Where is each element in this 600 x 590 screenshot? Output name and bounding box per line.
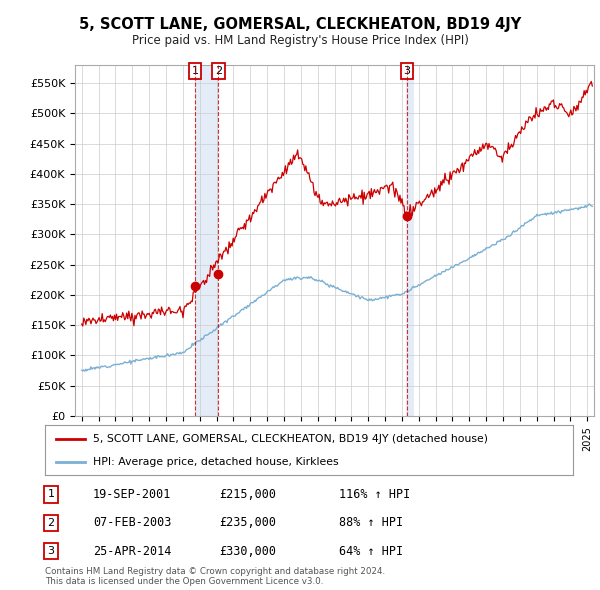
Bar bbox=[406, 65, 413, 416]
Text: 3: 3 bbox=[403, 66, 410, 76]
Text: 64% ↑ HPI: 64% ↑ HPI bbox=[339, 545, 403, 558]
Text: £330,000: £330,000 bbox=[219, 545, 276, 558]
Text: 19-SEP-2001: 19-SEP-2001 bbox=[93, 488, 172, 501]
Text: 25-APR-2014: 25-APR-2014 bbox=[93, 545, 172, 558]
Text: £235,000: £235,000 bbox=[219, 516, 276, 529]
Bar bbox=[195, 65, 218, 416]
Text: 2: 2 bbox=[47, 518, 55, 527]
Text: Contains HM Land Registry data © Crown copyright and database right 2024.: Contains HM Land Registry data © Crown c… bbox=[45, 567, 385, 576]
Text: 5, SCOTT LANE, GOMERSAL, CLECKHEATON, BD19 4JY (detached house): 5, SCOTT LANE, GOMERSAL, CLECKHEATON, BD… bbox=[92, 434, 488, 444]
Text: Price paid vs. HM Land Registry's House Price Index (HPI): Price paid vs. HM Land Registry's House … bbox=[131, 34, 469, 47]
Text: 5, SCOTT LANE, GOMERSAL, CLECKHEATON, BD19 4JY: 5, SCOTT LANE, GOMERSAL, CLECKHEATON, BD… bbox=[79, 17, 521, 31]
Text: 07-FEB-2003: 07-FEB-2003 bbox=[93, 516, 172, 529]
Text: £215,000: £215,000 bbox=[219, 488, 276, 501]
Text: 116% ↑ HPI: 116% ↑ HPI bbox=[339, 488, 410, 501]
Text: 1: 1 bbox=[191, 66, 199, 76]
Text: 2: 2 bbox=[215, 66, 222, 76]
Text: 88% ↑ HPI: 88% ↑ HPI bbox=[339, 516, 403, 529]
Text: 1: 1 bbox=[47, 490, 55, 499]
Text: HPI: Average price, detached house, Kirklees: HPI: Average price, detached house, Kirk… bbox=[92, 457, 338, 467]
Text: 3: 3 bbox=[47, 546, 55, 556]
Text: This data is licensed under the Open Government Licence v3.0.: This data is licensed under the Open Gov… bbox=[45, 578, 323, 586]
